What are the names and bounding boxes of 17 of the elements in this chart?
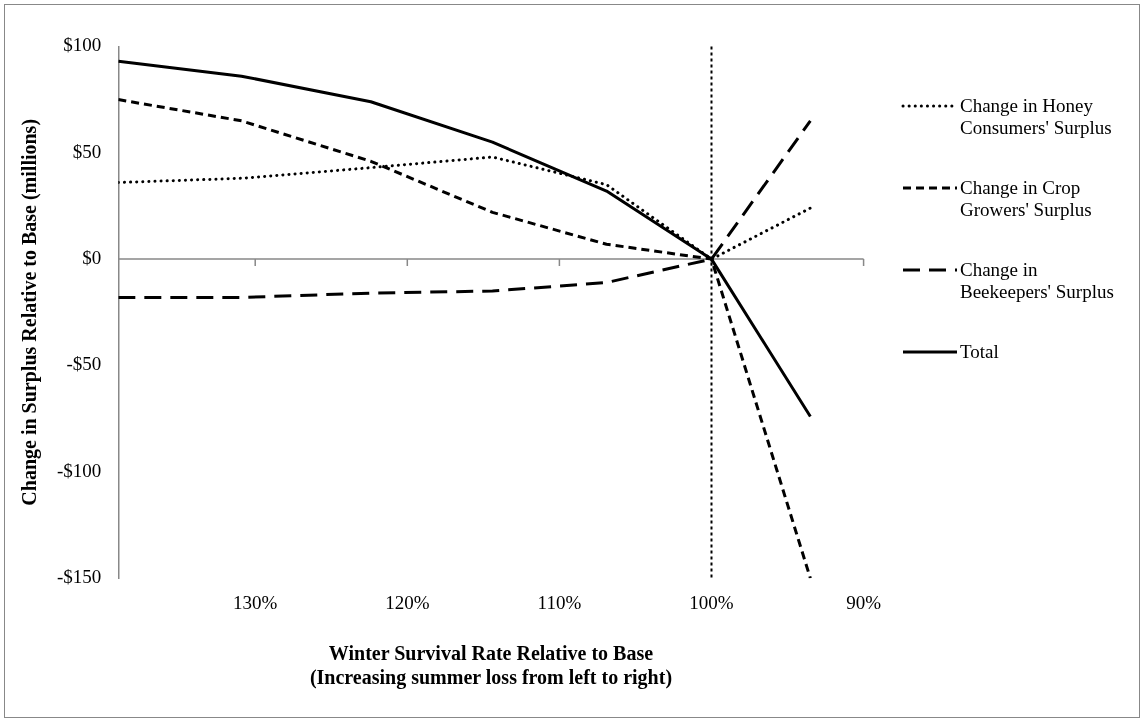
legend-label: Total	[960, 341, 1000, 363]
y-tick-label: -$50	[66, 353, 102, 375]
x-tick-label: 100%	[689, 591, 734, 613]
x-tick-label: 110%	[537, 591, 582, 613]
y-tick-label: $0	[82, 247, 102, 269]
y-tick-label: $50	[72, 140, 102, 162]
x-tick-label: 130%	[233, 591, 278, 613]
x-tick-label: 90%	[846, 591, 882, 613]
y-tick-label: -$150	[57, 566, 102, 588]
y-tick-label: -$100	[57, 459, 102, 481]
legend-label: Change in Beekeepers' Surplus	[960, 259, 1115, 303]
legend-label: Change in Crop Growers' Surplus	[960, 177, 1093, 221]
x-tick-label: 120%	[385, 591, 430, 613]
y-tick-label: $100	[63, 34, 102, 56]
legend-label: Change in Honey Consumers' Surplus	[960, 95, 1113, 139]
y-axis-title: Change in Surplus Relative to Base (millions)	[18, 118, 42, 506]
x-axis-title: Winter Survival Rate Relative to Base (Increasing summer loss from left to right)	[309, 642, 673, 690]
